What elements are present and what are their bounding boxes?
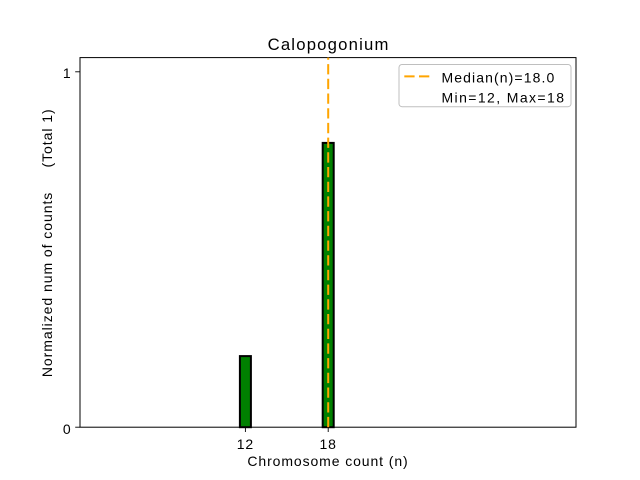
svg-text:0: 0 [63, 421, 72, 437]
svg-text:18: 18 [320, 436, 337, 452]
svg-text:Min=12, Max=18: Min=12, Max=18 [442, 89, 566, 105]
svg-text:12: 12 [237, 436, 254, 452]
svg-text:Median(n)=18.0: Median(n)=18.0 [442, 70, 556, 86]
svg-text:Normalized num of counts (: Normalized num of counts (Total 1) [39, 108, 55, 377]
svg-text:1: 1 [63, 65, 72, 81]
svg-text:Chromosome count (n): Chromosome count (n) [247, 453, 408, 469]
svg-text:Calopogonium: Calopogonium [268, 35, 390, 54]
